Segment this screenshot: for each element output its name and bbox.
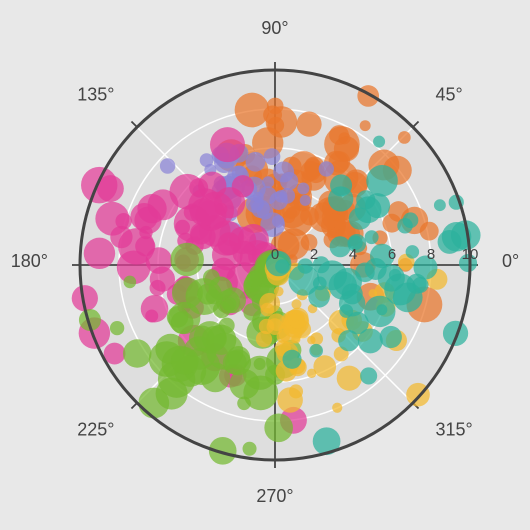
data-point — [349, 207, 371, 229]
data-point — [175, 220, 190, 235]
data-point — [376, 304, 387, 315]
data-point — [291, 299, 301, 309]
data-point — [434, 199, 446, 211]
data-point — [360, 367, 377, 384]
data-point — [334, 136, 359, 161]
angle-tick-label: 315° — [436, 420, 473, 440]
data-point — [246, 152, 266, 172]
data-point — [356, 190, 375, 209]
data-point — [200, 153, 214, 167]
data-point — [124, 276, 137, 289]
angle-tick-label: 225° — [77, 420, 114, 440]
data-point — [206, 333, 243, 370]
radial-tick-label: 8 — [427, 246, 435, 263]
angle-tick-label: 0° — [502, 251, 519, 271]
data-point — [332, 403, 342, 413]
angle-tick-label: 135° — [77, 84, 114, 104]
data-point — [406, 245, 420, 259]
data-point — [264, 148, 281, 165]
radial-tick-label: 0 — [271, 246, 279, 263]
chart-svg: 0 2 4 6 8 10 0° 45° 90° 135° 180° 225° 270° 315° — [0, 0, 530, 530]
data-point — [146, 247, 173, 274]
data-point — [380, 326, 402, 348]
radial-tick-label: 2 — [310, 246, 318, 263]
data-point — [267, 318, 284, 335]
data-point — [156, 378, 188, 410]
data-point — [365, 230, 379, 244]
radial-tick-label: 6 — [388, 246, 396, 263]
data-point — [259, 293, 280, 314]
data-point — [365, 258, 387, 280]
data-point — [160, 158, 175, 173]
data-point — [264, 413, 293, 442]
data-point — [338, 330, 359, 351]
data-point — [219, 318, 235, 334]
data-point — [148, 189, 179, 220]
data-point — [168, 302, 200, 334]
angle-tick-label: 45° — [436, 84, 463, 104]
data-point — [232, 241, 256, 265]
data-point — [243, 442, 257, 456]
data-point — [269, 192, 287, 210]
data-point — [232, 175, 254, 197]
data-point — [297, 112, 322, 137]
data-point — [420, 222, 439, 241]
data-point — [206, 289, 221, 304]
data-point — [358, 328, 383, 353]
data-point — [309, 344, 323, 358]
radial-tick-label: 4 — [349, 246, 357, 263]
data-point — [95, 202, 129, 236]
data-point — [150, 280, 166, 296]
data-point — [287, 308, 308, 329]
data-point — [256, 331, 272, 347]
data-point — [330, 236, 351, 257]
data-point — [319, 161, 334, 176]
data-point — [273, 161, 294, 182]
data-point — [337, 366, 362, 391]
data-point — [243, 375, 278, 410]
angle-tick-label: 90° — [261, 18, 288, 38]
data-point — [339, 304, 353, 318]
data-point — [289, 384, 303, 398]
angle-tick-label: 270° — [256, 486, 293, 506]
data-point — [274, 287, 284, 297]
data-point — [373, 136, 385, 148]
data-point — [393, 283, 423, 313]
data-point — [307, 336, 315, 344]
angle-tick-label: 180° — [11, 251, 48, 271]
data-point — [251, 200, 270, 219]
data-point — [170, 243, 203, 276]
data-point — [210, 127, 245, 162]
data-point — [282, 350, 301, 369]
data-point — [313, 355, 336, 378]
data-point — [110, 321, 124, 335]
radial-tick-label: 10 — [462, 246, 479, 263]
data-point — [403, 212, 419, 228]
data-point — [235, 93, 270, 128]
data-point — [141, 295, 169, 323]
data-point — [330, 174, 352, 196]
data-point — [398, 131, 411, 144]
data-point — [188, 188, 222, 222]
data-point — [389, 269, 401, 281]
data-point — [334, 268, 362, 296]
data-point — [360, 120, 371, 131]
data-point — [297, 182, 309, 194]
data-point — [288, 265, 319, 296]
polar-scatter-chart: 0 2 4 6 8 10 0° 45° 90° 135° 180° 225° 270° 315° — [0, 0, 530, 530]
data-point — [123, 339, 151, 367]
data-point — [300, 195, 311, 206]
data-point — [84, 238, 115, 269]
data-point — [171, 347, 199, 375]
